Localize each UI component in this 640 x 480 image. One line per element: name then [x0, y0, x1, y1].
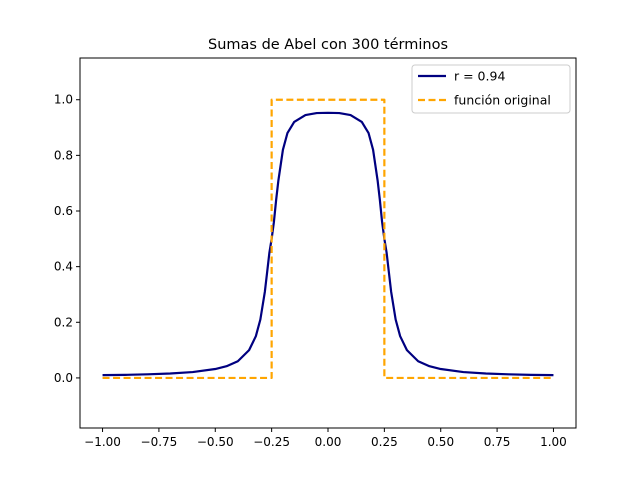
y-tick-label: 1.0 [54, 93, 73, 107]
legend-label-abel-sum: r = 0.94 [454, 69, 505, 84]
x-tick-label: 0.50 [427, 435, 454, 449]
y-tick-label: 0.4 [54, 260, 73, 274]
x-tick-label: −1.00 [84, 435, 121, 449]
x-tick-label: 0.75 [484, 435, 511, 449]
y-tick-label: 0.8 [54, 148, 73, 162]
y-tick-label: 0.6 [54, 204, 73, 218]
legend: r = 0.94 función original [411, 64, 571, 114]
legend-box [411, 64, 571, 114]
legend-label-original-function: función original [454, 93, 551, 108]
plot-area [102, 98, 554, 380]
y-tick-label: 0.2 [54, 315, 73, 329]
series-line-original-function [102, 98, 554, 380]
x-tick-label: −0.75 [141, 435, 178, 449]
x-tick-label: −0.25 [253, 435, 290, 449]
x-tick-label: 1.00 [540, 435, 567, 449]
series-line-abel-sum [102, 111, 554, 377]
x-tick-label: 0.00 [315, 435, 342, 449]
y-tick-label: 0.0 [54, 371, 73, 385]
axes: −1.00 −0.75 −0.50 −0.25 0.00 0.25 0.50 0.75 1.00… [54, 93, 567, 449]
chart-title: Sumas de Abel con 300 términos [208, 37, 448, 53]
x-tick-label: −0.50 [197, 435, 234, 449]
x-tick-label: 0.25 [371, 435, 398, 449]
